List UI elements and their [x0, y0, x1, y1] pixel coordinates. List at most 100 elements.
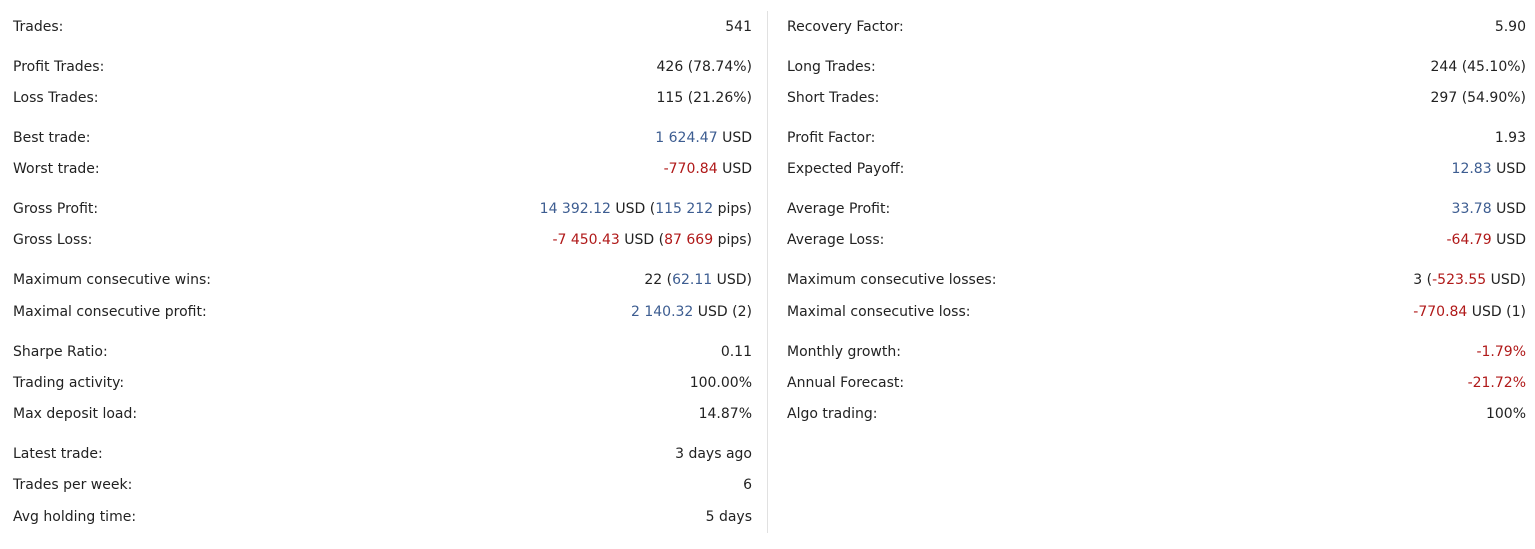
- stat-label: Trades per week:: [13, 477, 133, 493]
- stat-label: Best trade:: [13, 130, 91, 146]
- stat-value: -770.84 USD: [664, 158, 752, 180]
- positive-amount: 62.11: [672, 272, 713, 288]
- stat-label: Profit Factor:: [787, 130, 876, 146]
- currency-unit: USD): [1486, 272, 1526, 288]
- stat-row-monthly-growth: Monthly growth: -1.79%: [787, 341, 1526, 363]
- stat-label: Average Profit:: [787, 201, 891, 217]
- stat-row-trading-activity: Trading activity: 100.00%: [13, 372, 752, 394]
- positive-amount: 33.78: [1451, 201, 1492, 217]
- stat-row-average-loss: Average Loss: -64.79 USD: [787, 229, 1526, 251]
- stat-row-best-trade: Best trade: 1 624.47 USD: [13, 127, 752, 149]
- stat-label: Maximal consecutive profit:: [13, 304, 207, 320]
- stat-row-trades: Trades: 541: [13, 16, 752, 38]
- stat-value: -64.79 USD: [1446, 229, 1526, 251]
- stat-row-short-trades: Short Trades: 297 (54.90%): [787, 87, 1526, 109]
- stat-value: 426 (78.74%): [656, 59, 752, 75]
- stat-value: 115 (21.26%): [656, 90, 752, 106]
- positive-pips: 115 212: [655, 201, 714, 217]
- currency-unit: USD: [717, 130, 752, 146]
- stat-value: -7 450.43 USD (87 669 pips): [552, 229, 752, 251]
- stat-label: Profit Trades:: [13, 59, 105, 75]
- currency-unit: USD: [1491, 161, 1526, 177]
- stat-label: Avg holding time:: [13, 509, 137, 525]
- currency-unit: USD: [1491, 201, 1526, 217]
- stat-label: Long Trades:: [787, 59, 876, 75]
- stat-value: 14 392.12 USD (115 212 pips): [540, 198, 752, 220]
- stat-row-loss-trades: Loss Trades: 115 (21.26%): [13, 87, 752, 109]
- stat-value: 541: [725, 19, 752, 35]
- count: 3 (: [1413, 272, 1433, 288]
- currency-unit: USD): [712, 272, 752, 288]
- stat-value: 12.83 USD: [1452, 158, 1526, 180]
- stat-row-maximal-consecutive-loss: Maximal consecutive loss: -770.84 USD (1…: [787, 301, 1526, 323]
- stat-value: 33.78 USD: [1452, 198, 1526, 220]
- stat-label: Gross Loss:: [13, 232, 93, 248]
- stat-row-max-consecutive-losses: Maximum consecutive losses: 3 (-523.55 U…: [787, 269, 1526, 291]
- positive-amount: 1 624.47: [655, 130, 718, 146]
- stat-value: 100.00%: [689, 375, 752, 391]
- stat-label: Short Trades:: [787, 90, 880, 106]
- stat-label: Sharpe Ratio:: [13, 344, 108, 360]
- negative-amount: -523.55: [1432, 272, 1487, 288]
- stat-row-gross-loss: Gross Loss: -7 450.43 USD (87 669 pips): [13, 229, 752, 251]
- stat-row-profit-trades: Profit Trades: 426 (78.74%): [13, 56, 752, 78]
- currency-unit: USD (: [619, 232, 665, 248]
- stat-label: Latest trade:: [13, 446, 103, 462]
- count: 22 (: [644, 272, 673, 288]
- stat-value: 100%: [1485, 406, 1526, 422]
- stat-row-expected-payoff: Expected Payoff: 12.83 USD: [787, 158, 1526, 180]
- stat-label: Maximum consecutive wins:: [13, 272, 211, 288]
- stat-row-worst-trade: Worst trade: -770.84 USD: [13, 158, 752, 180]
- stat-row-latest-trade: Latest trade: 3 days ago: [13, 443, 752, 465]
- stat-value: 1 624.47 USD: [655, 127, 752, 149]
- stat-value: 2 140.32 USD (2): [631, 301, 752, 323]
- pips-unit: pips): [713, 201, 752, 217]
- stat-value: 5 days: [705, 509, 752, 525]
- stat-label: Monthly growth:: [787, 344, 901, 360]
- currency-unit: USD: [1491, 232, 1526, 248]
- stat-value: 297 (54.90%): [1430, 90, 1526, 106]
- stat-row-trades-per-week: Trades per week: 6: [13, 474, 752, 496]
- currency-unit: USD (: [610, 201, 656, 217]
- stat-row-maximal-consecutive-profit: Maximal consecutive profit: 2 140.32 USD…: [13, 301, 752, 323]
- stat-row-max-deposit-load: Max deposit load: 14.87%: [13, 403, 752, 425]
- stat-row-average-profit: Average Profit: 33.78 USD: [787, 198, 1526, 220]
- stat-label: Maximum consecutive losses:: [787, 272, 997, 288]
- stat-label: Gross Profit:: [13, 201, 99, 217]
- stat-value: -1.79%: [1476, 344, 1526, 360]
- currency-unit: USD: [717, 161, 752, 177]
- stat-label: Annual Forecast:: [787, 375, 905, 391]
- stat-value: 14.87%: [698, 406, 752, 422]
- stat-row-algo-trading: Algo trading: 100%: [787, 403, 1526, 425]
- stat-value: -21.72%: [1467, 375, 1526, 391]
- currency-unit: USD (1): [1467, 304, 1526, 320]
- negative-amount: -64.79: [1446, 232, 1492, 248]
- stat-value: 22 (62.11 USD): [644, 269, 752, 291]
- stat-row-long-trades: Long Trades: 244 (45.10%): [787, 56, 1526, 78]
- stat-value: 3 days ago: [675, 446, 752, 462]
- stat-label: Average Loss:: [787, 232, 885, 248]
- stat-row-gross-profit: Gross Profit: 14 392.12 USD (115 212 pip…: [13, 198, 752, 220]
- stat-row-sharpe-ratio: Sharpe Ratio: 0.11: [13, 341, 752, 363]
- stat-row-profit-factor: Profit Factor: 1.93: [787, 127, 1526, 149]
- stat-row-max-consecutive-wins: Maximum consecutive wins: 22 (62.11 USD): [13, 269, 752, 291]
- pips-unit: pips): [713, 232, 752, 248]
- negative-amount: -770.84: [663, 161, 718, 177]
- stat-value: 3 (-523.55 USD): [1413, 269, 1526, 291]
- stat-row-avg-holding-time: Avg holding time: 5 days: [13, 506, 752, 528]
- negative-amount: -7 450.43: [552, 232, 620, 248]
- negative-amount: -770.84: [1413, 304, 1468, 320]
- positive-amount: 2 140.32: [631, 304, 694, 320]
- stat-value: -770.84 USD (1): [1413, 301, 1526, 323]
- positive-amount: 14 392.12: [539, 201, 611, 217]
- column-divider: [767, 11, 768, 533]
- positive-amount: 12.83: [1451, 161, 1492, 177]
- stat-label: Recovery Factor:: [787, 19, 904, 35]
- stat-label: Trading activity:: [13, 375, 125, 391]
- stat-value: 0.11: [720, 344, 752, 360]
- stat-label: Max deposit load:: [13, 406, 138, 422]
- stat-row-recovery-factor: Recovery Factor: 5.90: [787, 16, 1526, 38]
- stat-label: Algo trading:: [787, 406, 878, 422]
- stat-label: Loss Trades:: [13, 90, 99, 106]
